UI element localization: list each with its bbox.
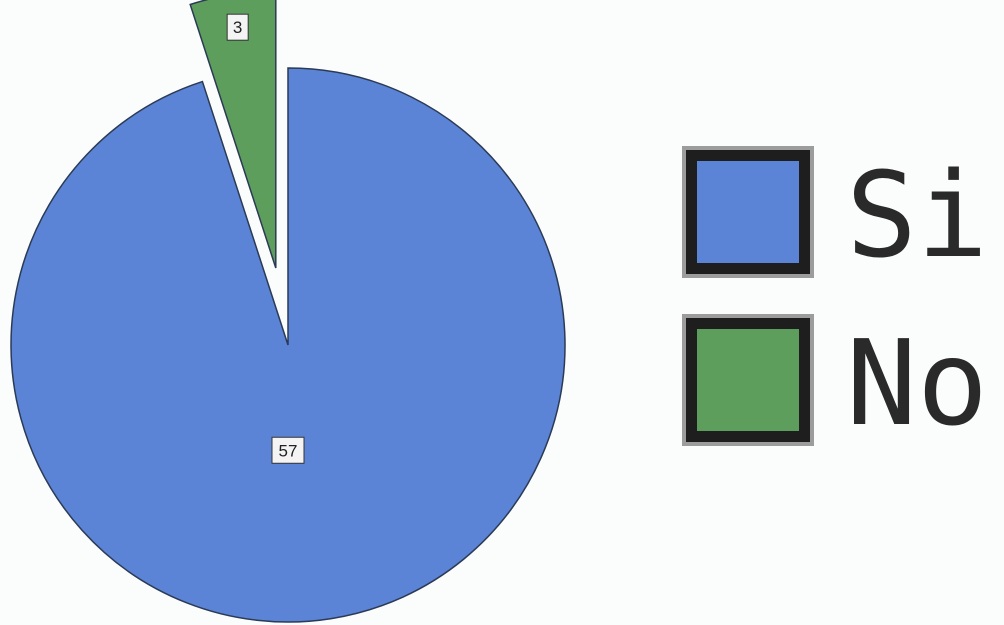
pie-slice-si <box>10 67 566 623</box>
svg-text:57: 57 <box>279 441 298 460</box>
legend-swatch-no <box>686 318 810 442</box>
data-label-no: 3 <box>226 13 249 41</box>
legend-label-si: Si <box>846 146 989 284</box>
legend-swatch-si <box>686 150 810 274</box>
data-label-si: 57 <box>271 436 305 464</box>
pie-slice-no <box>189 0 277 269</box>
svg-text:3: 3 <box>233 18 242 37</box>
legend-label-no: No <box>846 314 989 452</box>
